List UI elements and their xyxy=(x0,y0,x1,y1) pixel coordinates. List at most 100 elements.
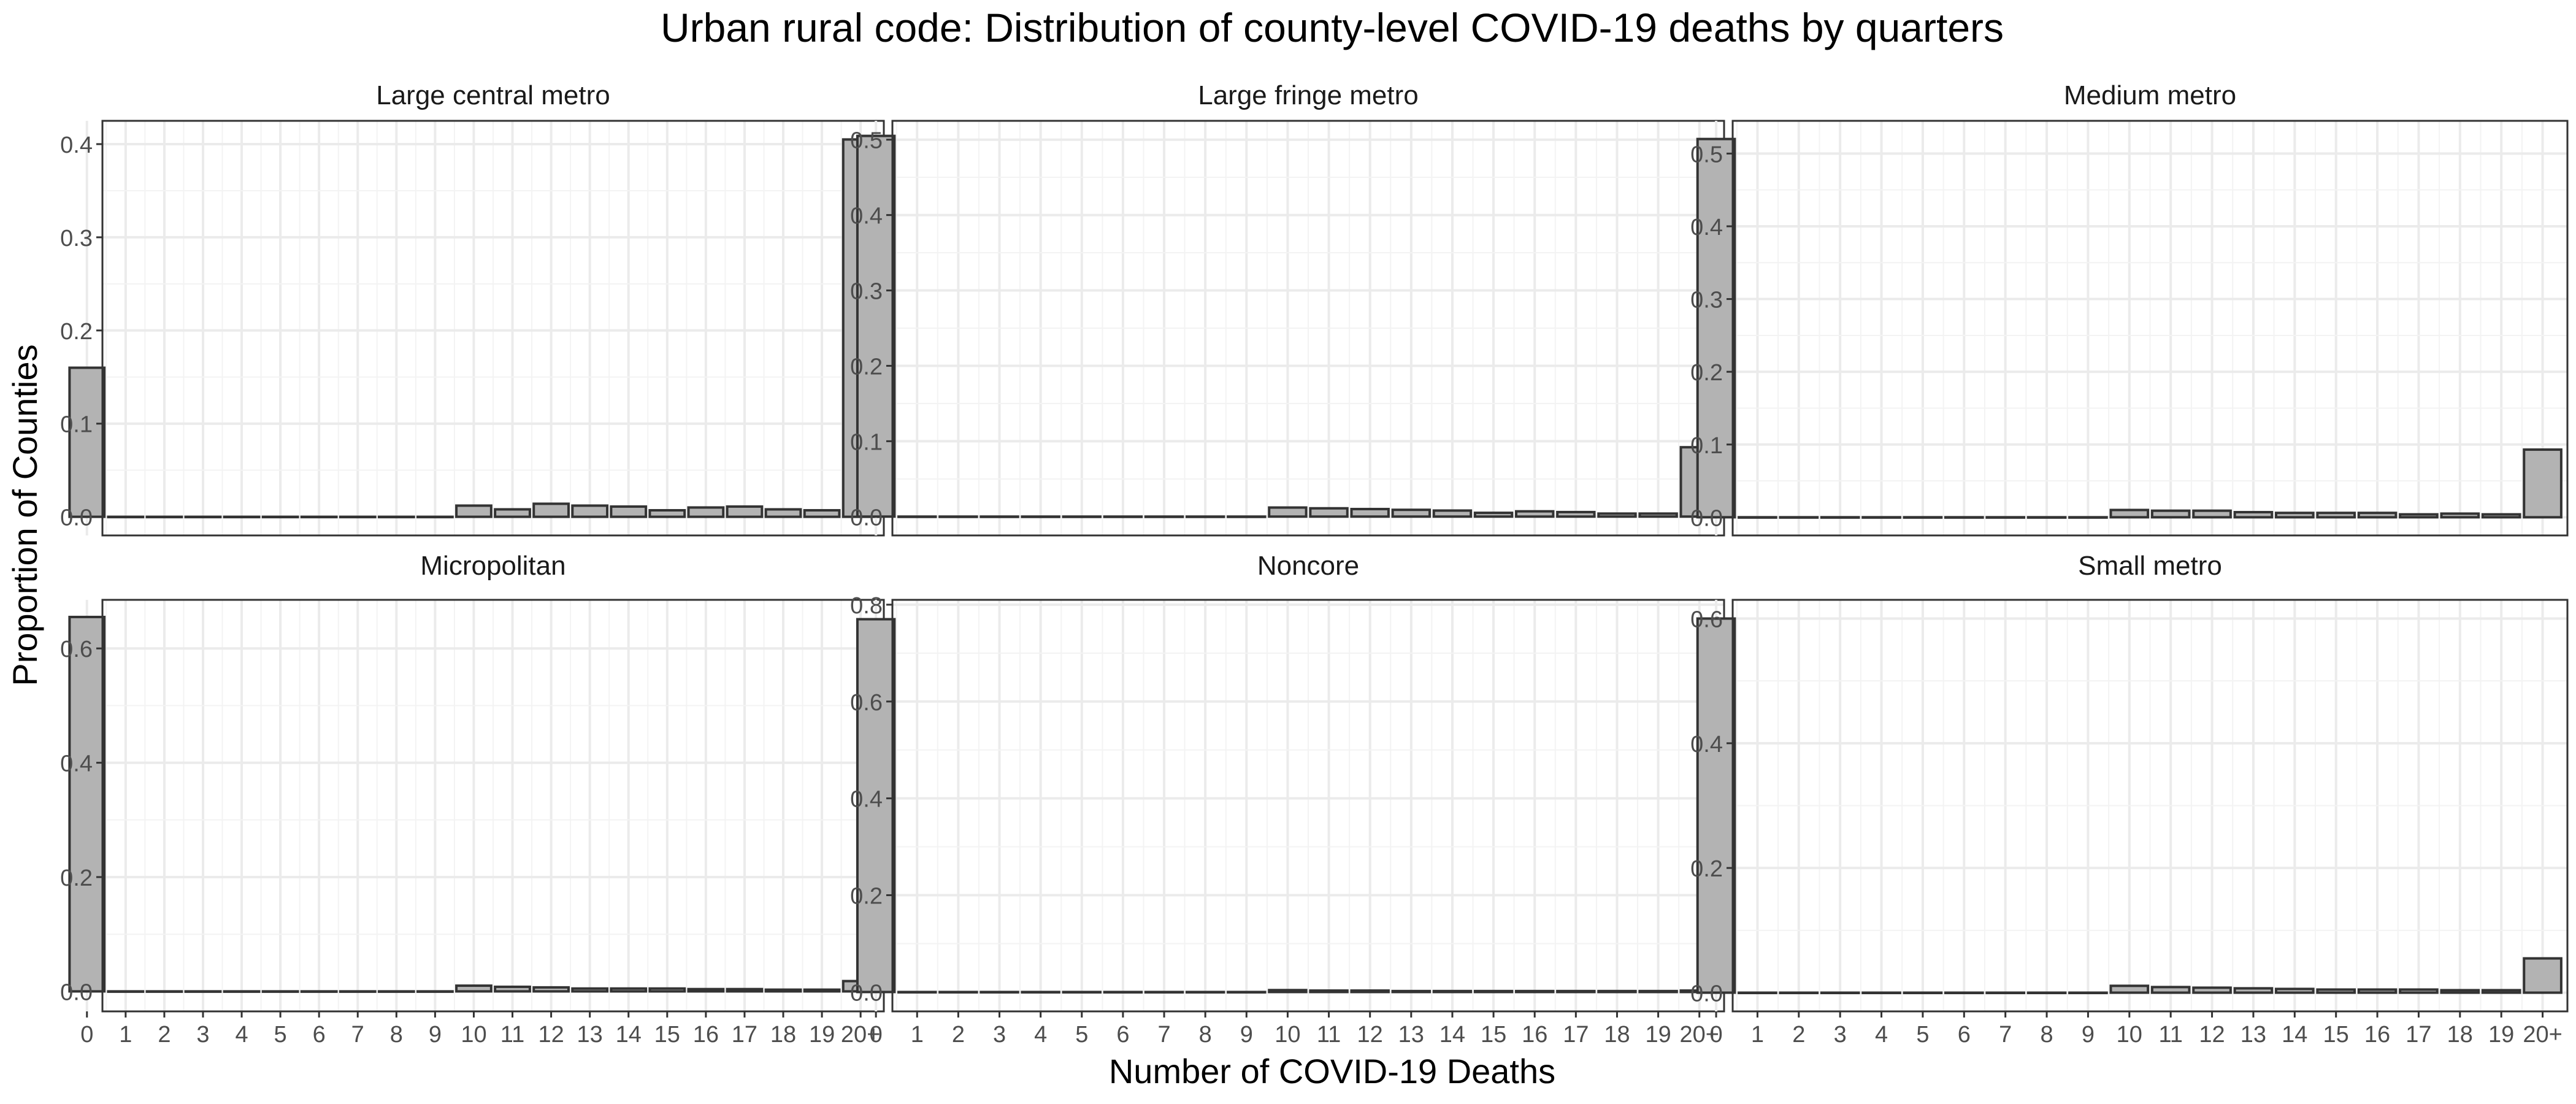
bar xyxy=(1985,516,2026,519)
bar xyxy=(1268,506,1308,518)
bar xyxy=(571,987,609,993)
x-tick-label: 10 xyxy=(2117,1022,2142,1048)
chart-title: Urban rural code: Distribution of county… xyxy=(661,5,2004,50)
x-tick-label: 3 xyxy=(993,1022,1006,1048)
bar xyxy=(377,515,415,519)
x-tick-label: 1 xyxy=(1751,1022,1764,1048)
bar xyxy=(1944,516,1984,519)
bar xyxy=(571,504,609,518)
x-tick-label: 19 xyxy=(2488,1022,2514,1048)
x-tick-label: 19 xyxy=(1645,1022,1671,1048)
y-tick-label: 0.0 xyxy=(1690,505,1723,531)
x-tick-label: 9 xyxy=(429,1022,442,1048)
bar xyxy=(1227,515,1267,518)
y-tick-label: 0.1 xyxy=(60,412,93,438)
x-tick-label: 9 xyxy=(1240,1022,1253,1048)
x-tick-label: 5 xyxy=(1075,1022,1088,1048)
y-tick-label: 0.6 xyxy=(850,690,883,716)
x-tick-label: 10 xyxy=(461,1022,486,1048)
bar xyxy=(648,987,686,993)
bar xyxy=(2399,988,2439,994)
bar xyxy=(1738,516,1777,519)
x-tick-label: 9 xyxy=(2082,1022,2095,1048)
x-tick-label: 11 xyxy=(500,1022,524,1048)
x-tick-label: 19 xyxy=(809,1022,835,1048)
x-tick-label: 15 xyxy=(1481,1022,1506,1048)
y-tick-label: 0.4 xyxy=(1690,215,1723,240)
x-tick-label: 11 xyxy=(2158,1022,2182,1048)
bar xyxy=(648,508,686,518)
y-tick-label: 0.4 xyxy=(1690,732,1723,757)
bar xyxy=(261,515,299,519)
y-tick-label: 0.2 xyxy=(850,354,883,380)
x-tick-label: 17 xyxy=(1563,1022,1589,1048)
bar xyxy=(1597,989,1637,994)
bar xyxy=(764,988,802,993)
facet-title: Large fringe metro xyxy=(1198,80,1419,110)
bar xyxy=(2026,991,2067,994)
y-tick-label: 0.0 xyxy=(850,980,883,1006)
bar xyxy=(856,134,896,518)
x-tick-label: 8 xyxy=(2040,1022,2053,1048)
facet-panel: Large fringe metro 0.0 0.1 0.2 0.3 0.4 0.5 xyxy=(850,80,1725,537)
bar xyxy=(1350,507,1390,518)
y-tick-label: 0.3 xyxy=(60,226,93,251)
x-tick-label: 4 xyxy=(1034,1022,1047,1048)
bar xyxy=(2399,513,2439,519)
y-tick-label: 0.8 xyxy=(850,593,883,619)
y-tick-label: 0.5 xyxy=(850,128,883,154)
bar xyxy=(2440,512,2480,519)
bar xyxy=(2233,987,2274,994)
x-tick-label: 10 xyxy=(1275,1022,1300,1048)
bar xyxy=(532,986,570,993)
x-tick-label: 8 xyxy=(390,1022,403,1048)
bar xyxy=(610,505,648,518)
y-tick-label: 0.4 xyxy=(60,132,93,158)
bar xyxy=(856,618,896,994)
panel-border xyxy=(1731,120,2569,537)
bar xyxy=(1144,515,1184,518)
bar xyxy=(2481,513,2521,519)
bar xyxy=(803,988,841,993)
bar xyxy=(261,990,299,993)
bar xyxy=(1820,991,1860,994)
y-tick-label: 0.2 xyxy=(1690,360,1723,386)
bar xyxy=(1515,510,1555,518)
bar xyxy=(494,985,531,993)
bar xyxy=(1185,515,1225,518)
bar xyxy=(145,990,183,993)
x-tick-label: 20+ xyxy=(1679,1022,1719,1048)
x-tick-label: 5 xyxy=(1916,1022,1929,1048)
x-tick-label: 7 xyxy=(351,1022,364,1048)
bar xyxy=(145,515,183,519)
bar xyxy=(1638,512,1678,518)
bar xyxy=(1638,989,1678,994)
bar xyxy=(2192,986,2232,994)
bar xyxy=(2316,988,2356,994)
bar xyxy=(2274,512,2315,519)
bar xyxy=(1309,989,1349,994)
x-tick-label: 20+ xyxy=(2523,1022,2562,1048)
x-tick-label: 12 xyxy=(2199,1022,2225,1048)
bar xyxy=(2068,516,2108,519)
bar xyxy=(1556,989,1596,994)
bar xyxy=(979,515,1019,518)
bar xyxy=(2109,508,2150,519)
bar xyxy=(1473,989,1514,994)
bar xyxy=(1556,510,1596,518)
bar xyxy=(300,990,338,993)
x-tick-label: 2 xyxy=(952,1022,965,1048)
bar xyxy=(1696,617,1736,994)
x-tick-label: 17 xyxy=(732,1022,757,1048)
y-tick-label: 0.0 xyxy=(60,979,93,1005)
bar xyxy=(764,508,802,518)
bar xyxy=(1820,516,1860,519)
bar xyxy=(300,515,338,519)
x-tick-label: 13 xyxy=(2241,1022,2266,1048)
bar xyxy=(938,515,978,518)
x-tick-label: 17 xyxy=(2405,1022,2431,1048)
bar xyxy=(1985,991,2026,994)
